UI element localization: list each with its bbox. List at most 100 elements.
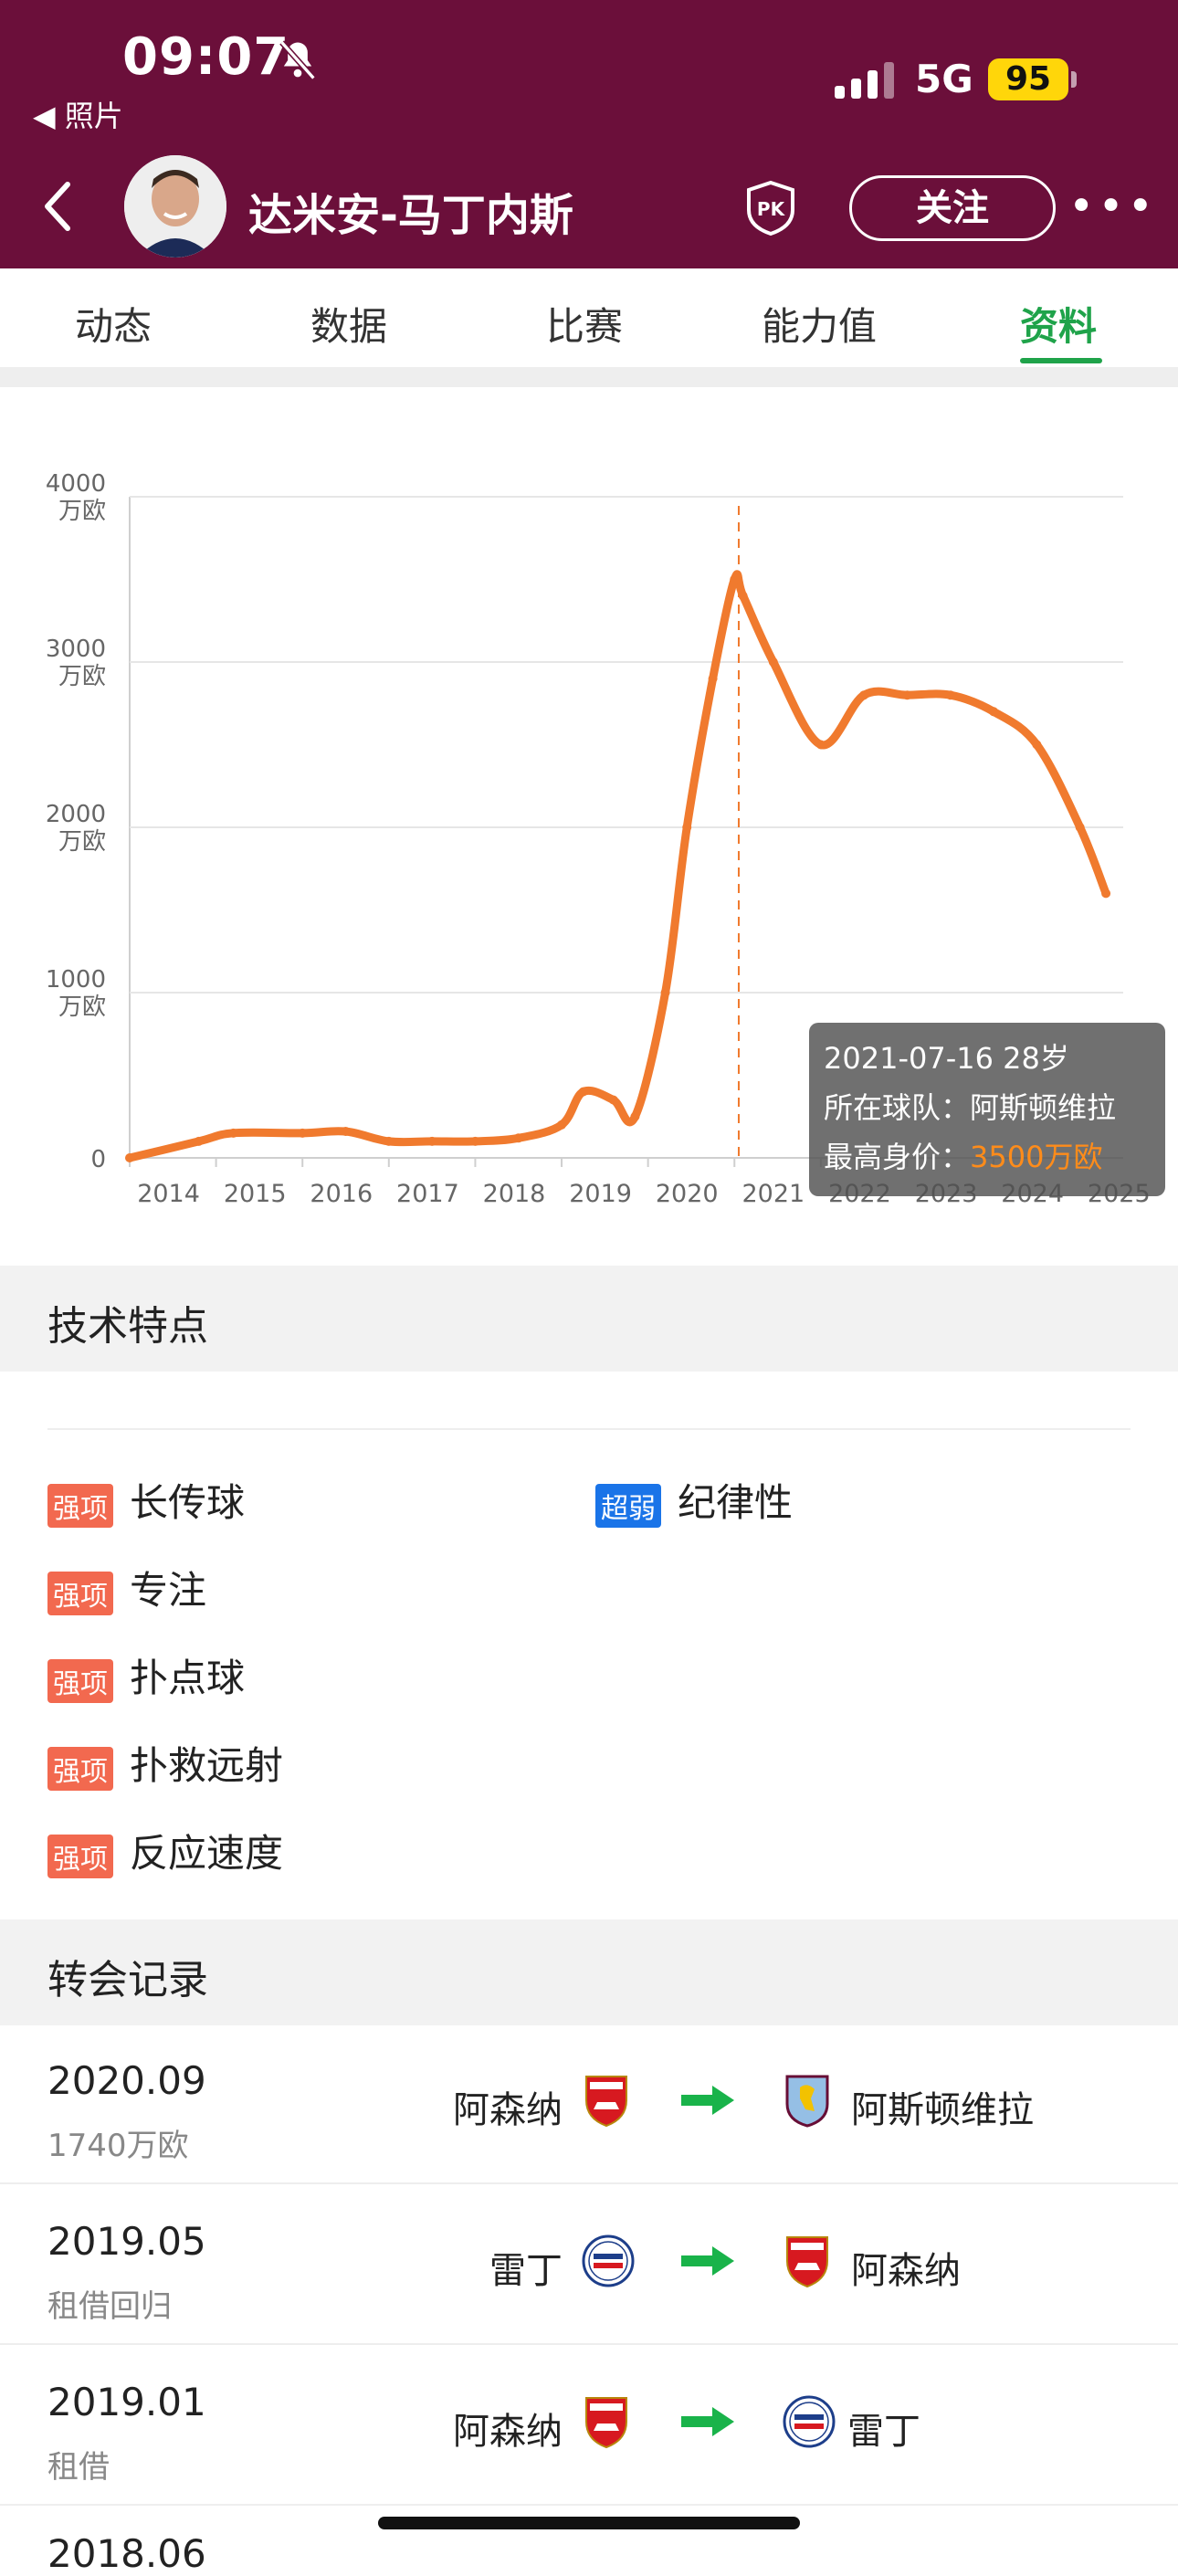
tab-ability[interactable]: 能力值 [762, 304, 878, 349]
y-tick-label: 0 [90, 1146, 106, 1173]
data-point [730, 574, 740, 584]
data-point [682, 823, 692, 832]
data-point [989, 707, 999, 717]
tooltip-team-label: 所在球队： [824, 1090, 971, 1125]
pk-compare-icon[interactable]: PK [742, 179, 800, 241]
aston-villa-crest-icon [784, 2073, 831, 2131]
signal-icon [835, 60, 899, 104]
data-point [630, 1111, 640, 1121]
trait-text: 扑救远射 [130, 1743, 284, 1788]
y-tick-unit: 万欧 [58, 498, 106, 525]
data-point [708, 674, 718, 684]
tooltip-value-label: 最高身价： [824, 1140, 971, 1174]
data-point [557, 1120, 567, 1130]
transfer-from-club: 阿森纳 [453, 2411, 563, 2453]
transfer-arrow-icon [681, 2405, 736, 2442]
trait-item: 强项 反应速度 [47, 1823, 283, 1878]
battery-nub [1071, 71, 1077, 88]
y-tick-label: 4000 [46, 470, 106, 498]
data-point [859, 690, 869, 700]
strength-badge: 强项 [47, 1658, 113, 1703]
data-point [228, 1128, 238, 1138]
x-tick-label: 2014 [137, 1180, 200, 1208]
y-tick-label: 3000 [46, 636, 106, 663]
transfer-arrow-icon [681, 2084, 736, 2120]
transfer-arrow-icon [681, 2245, 736, 2281]
data-point [768, 657, 778, 667]
data-point [1075, 823, 1085, 832]
y-tick-label: 1000 [46, 966, 106, 994]
transfer-section-title: 转会记录 [47, 1957, 208, 2003]
trait-text: 扑点球 [130, 1656, 246, 1700]
strength-badge: 强项 [47, 1571, 113, 1615]
data-point [384, 1136, 394, 1146]
home-indicator[interactable] [378, 2517, 800, 2529]
status-time: 09:07 [122, 27, 290, 87]
reading-crest-icon [581, 2234, 636, 2292]
trait-item: 强项 扑点球 [47, 1647, 245, 1703]
trait-text: 专注 [130, 1568, 207, 1613]
data-point [608, 1095, 618, 1105]
tooltip-date: 2021-07-16 [824, 1041, 994, 1076]
network-type: 5G [915, 57, 973, 101]
player-avatar [124, 155, 226, 258]
transfer-date: 2018.06 [47, 2531, 206, 2576]
app-header: 09:07 ◀ 照片 5G 95 达米安-马丁内斯 PK 关注 ••• [0, 0, 1178, 268]
data-point [125, 1153, 134, 1162]
market-value-line [125, 570, 1110, 1162]
tab-stats[interactable]: 数据 [310, 304, 388, 349]
row-divider [0, 2182, 1178, 2184]
row-divider [0, 2504, 1178, 2506]
x-tick-label: 2020 [656, 1180, 719, 1208]
x-tick-label: 2021 [742, 1180, 805, 1208]
data-point [945, 690, 955, 700]
x-tick-label: 2017 [396, 1180, 459, 1208]
data-point [1101, 888, 1111, 899]
x-tick-label: 2016 [310, 1180, 373, 1208]
trait-item: 强项 长传球 [47, 1472, 245, 1528]
transfer-to-club: 阿森纳 [851, 2250, 961, 2292]
player-name: 达米安-马丁内斯 [248, 190, 573, 241]
market-value-chart[interactable]: 4000 万欧 3000 万欧 2000 万欧 1000 万欧 0 2014 2015 2016 201… [0, 387, 1178, 1264]
more-options-icon[interactable]: ••• [1068, 181, 1157, 232]
arsenal-crest-icon [583, 2073, 630, 2131]
transfer-fee: 1740万欧 [47, 2128, 189, 2164]
back-to-app-link[interactable]: ◀ 照片 [33, 99, 123, 133]
tab-dynamics[interactable]: 动态 [75, 304, 153, 349]
row-divider [0, 2343, 1178, 2345]
tooltip-value: 3500万欧 [970, 1140, 1103, 1174]
active-tab-indicator [1020, 358, 1102, 363]
data-point [341, 1127, 351, 1137]
strength-badge: 强项 [47, 1746, 113, 1791]
svg-text:PK: PK [757, 198, 786, 220]
tab-profile[interactable]: 资料 [1020, 304, 1098, 349]
transfer-section-header: 转会记录 [0, 1919, 1178, 2025]
data-point [194, 1136, 204, 1146]
data-point [738, 591, 748, 601]
y-tick-label: 2000 [46, 801, 106, 828]
tech-divider [47, 1428, 1131, 1430]
tab-matches[interactable]: 比赛 [546, 304, 624, 349]
trait-item: 超弱 纪律性 [595, 1472, 793, 1528]
data-point [578, 1087, 588, 1097]
tech-section-header: 技术特点 [0, 1266, 1178, 1372]
y-tick-unit: 万欧 [58, 663, 106, 690]
trait-text: 纪律性 [678, 1480, 794, 1525]
data-point [470, 1136, 480, 1146]
follow-button[interactable]: 关注 [849, 175, 1056, 241]
reading-crest-icon [782, 2394, 836, 2453]
transfer-date: 2019.01 [47, 2380, 206, 2424]
back-chevron-icon[interactable] [40, 179, 77, 243]
profile-tabs: 动态 数据 比赛 能力值 资料 [0, 268, 1178, 367]
trait-item: 强项 扑救远射 [47, 1735, 283, 1791]
transfer-fee: 租借 [47, 2449, 110, 2486]
weakness-badge: 超弱 [595, 1483, 661, 1528]
chart-tooltip: 2021-07-16 28岁 所在球队：阿斯顿维拉 最高身价：3500万欧 [809, 1023, 1165, 1196]
strength-badge: 强项 [47, 1483, 113, 1528]
transfer-to-club: 雷丁 [847, 2411, 920, 2453]
tooltip-team: 阿斯顿维拉 [970, 1090, 1117, 1125]
y-tick-unit: 万欧 [58, 828, 106, 856]
data-point [513, 1133, 523, 1143]
trait-item: 强项 专注 [47, 1560, 206, 1615]
transfer-date: 2020.09 [47, 2058, 206, 2103]
